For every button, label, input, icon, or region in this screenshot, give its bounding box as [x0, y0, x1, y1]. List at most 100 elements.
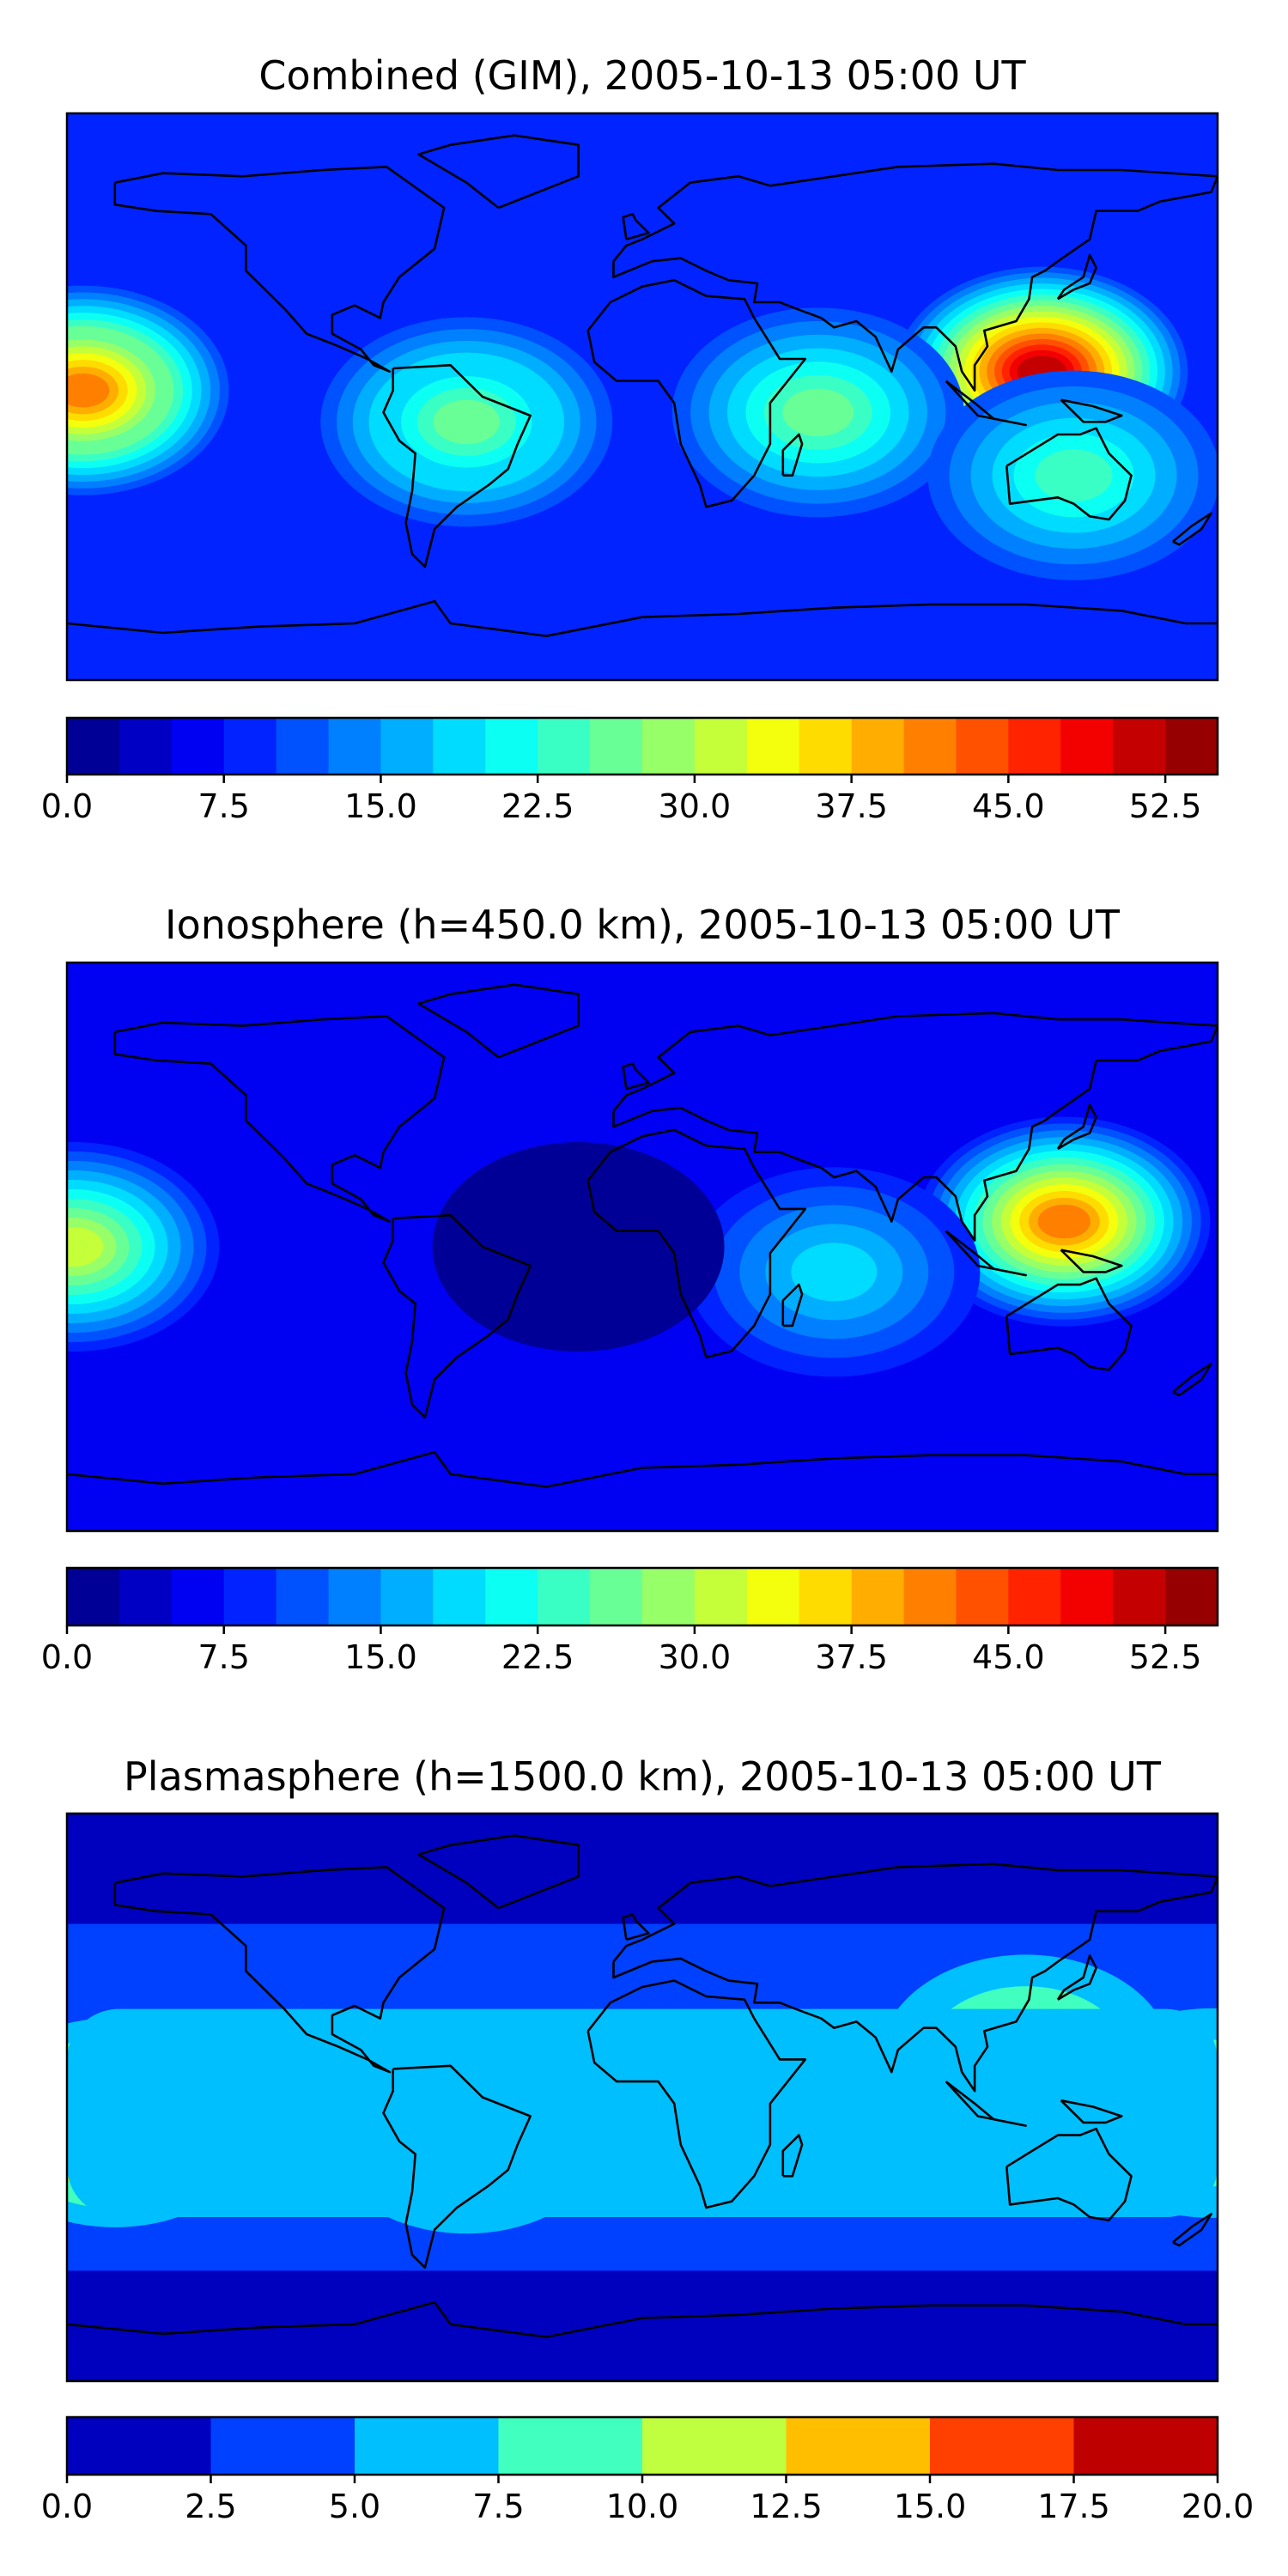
colorbar-tick-label: 0.0 [41, 787, 93, 825]
coastline-south-america [382, 363, 532, 568]
coastlines-plasmasphere [67, 1834, 1218, 2338]
coastline-north-america [113, 166, 446, 374]
tec-contour [433, 399, 501, 445]
colorbar-segment [799, 1568, 853, 1625]
colorbar-tick-label: 7.5 [198, 787, 250, 825]
coastline-new-guinea [1060, 1249, 1123, 1273]
colorbar-segment [1073, 2417, 1218, 2475]
colorbar-segment [118, 1568, 173, 1625]
colorbar-segment [485, 718, 538, 775]
coastline-africa [586, 1128, 807, 1358]
tec-contour [1035, 449, 1113, 502]
colorbar-segment [851, 718, 905, 775]
coastline-south-america [382, 1213, 532, 1419]
colorbar-tick-label: 37.5 [815, 787, 888, 825]
colorbar-segment [223, 718, 277, 775]
colorbar-segment [210, 2417, 355, 2475]
colorbar-tick-label: 15.0 [344, 787, 417, 825]
map-frame-ionosphere [65, 961, 1219, 1533]
tec-field-combined [67, 113, 1218, 680]
colorbar-frame [65, 716, 1219, 776]
coastline-antarctica [67, 599, 1218, 638]
coastline-greenland [417, 134, 580, 210]
colorbar-segment [746, 718, 800, 775]
coastline-new-zealand [1172, 2213, 1212, 2247]
tec-contour [1037, 1204, 1091, 1239]
coastline-borneo-indonesia [945, 2081, 1027, 2127]
coastline-europe-asia [612, 1012, 1218, 1242]
panel-combined-gim: Combined (GIM), 2005-10-13 05:00 UT 0.0 7… [41, 52, 1219, 825]
coastline-australia [1005, 427, 1133, 521]
tec-contour [67, 1227, 104, 1267]
tec-contour [791, 1242, 878, 1302]
tec-band-low-lat [67, 2008, 1218, 2218]
colorbar-segment [171, 718, 225, 775]
panel-title-combined: Combined (GIM), 2005-10-13 05:00 UT [258, 52, 1026, 99]
colorbar-plasmasphere: 0.0 2.5 5.0 7.5 10.0 12.5 15.0 17.5 20.0 [41, 2415, 1255, 2525]
map-frame-plasmasphere [65, 1812, 1219, 2383]
map-combined [67, 113, 1218, 680]
tec-contour [782, 388, 854, 437]
colorbar-tick-label: 15.0 [344, 1638, 417, 1676]
colorbar-segment [1165, 718, 1218, 775]
coastline-borneo-indonesia [945, 1230, 1027, 1277]
tec-field-plasmasphere [67, 1814, 1218, 2381]
colorbar-segment [590, 718, 643, 775]
colorbar-segment [1008, 718, 1061, 775]
colorbar-segment [538, 718, 591, 775]
coastline-south-america [382, 2064, 532, 2269]
colorbar-segment [380, 718, 434, 775]
colorbar-frame [65, 1566, 1219, 1627]
tec-band-high-lat [67, 2270, 1218, 2381]
coastlines-ionosphere [67, 983, 1218, 1488]
panel-plasmasphere: Plasmasphere (h=1500.0 km), 2005-10-13 0… [41, 1753, 1255, 2525]
colorbar-segment [956, 718, 1009, 775]
coastline-madagascar [781, 2134, 804, 2178]
coastline-japan [1056, 253, 1097, 301]
colorbar-segment [642, 718, 696, 775]
colorbar-segment [380, 1568, 434, 1625]
colorbar-tick-label: 30.0 [659, 1638, 732, 1676]
coastline-japan [1056, 1954, 1097, 2001]
colorbar-tick-label: 15.0 [894, 2488, 967, 2525]
coastline-britain [622, 1913, 650, 1941]
colorbar-tick-label: 45.0 [972, 787, 1045, 825]
coastline-new-zealand [1172, 1362, 1212, 1397]
colorbar-segment [1060, 718, 1114, 775]
coastline-new-guinea [1060, 2099, 1123, 2124]
panel-ionosphere: Ionosphere (h=450.0 km), 2005-10-13 05:0… [41, 902, 1219, 1676]
colorbar-segment [746, 1568, 800, 1625]
colorbar-segment [328, 1568, 382, 1625]
colorbar-segment [67, 1568, 120, 1625]
colorbar-segment [799, 718, 853, 775]
colorbar-tick-label: 52.5 [1129, 1638, 1202, 1676]
colorbar-tick-label: 45.0 [972, 1638, 1045, 1676]
panel-title-plasmasphere: Plasmasphere (h=1500.0 km), 2005-10-13 0… [124, 1753, 1162, 1800]
colorbar-tick-label: 0.0 [41, 1638, 93, 1676]
tec-contour [432, 1142, 725, 1352]
panel-title-ionosphere: Ionosphere (h=450.0 km), 2005-10-13 05:0… [165, 902, 1121, 948]
colorbar-segment [930, 2417, 1075, 2475]
colorbar-tick-label: 22.5 [501, 1638, 574, 1676]
colorbar-segment [433, 1568, 486, 1625]
colorbar-segment [1113, 1568, 1166, 1625]
colorbar-segment [642, 2417, 787, 2475]
colorbar-segment [694, 718, 748, 775]
coastline-australia [1005, 2127, 1133, 2221]
colorbar-tick-label: 20.0 [1182, 2488, 1255, 2525]
colorbar-segment [433, 718, 486, 775]
map-plasmasphere [67, 1814, 1218, 2381]
colorbar-segment [223, 1568, 277, 1625]
coastline-britain [622, 1062, 650, 1091]
coastline-africa [586, 1979, 807, 2209]
coastline-australia [1005, 1277, 1133, 1371]
colorbar-segment [590, 1568, 643, 1625]
coastline-greenland [417, 983, 580, 1059]
tec-contour [67, 373, 110, 408]
coastline-antarctica [67, 1450, 1218, 1488]
colorbar-tick-label: 37.5 [815, 1638, 888, 1676]
colorbar-segment [851, 1568, 905, 1625]
colorbar-segment [786, 2417, 931, 2475]
coastline-north-america [113, 1866, 446, 2074]
